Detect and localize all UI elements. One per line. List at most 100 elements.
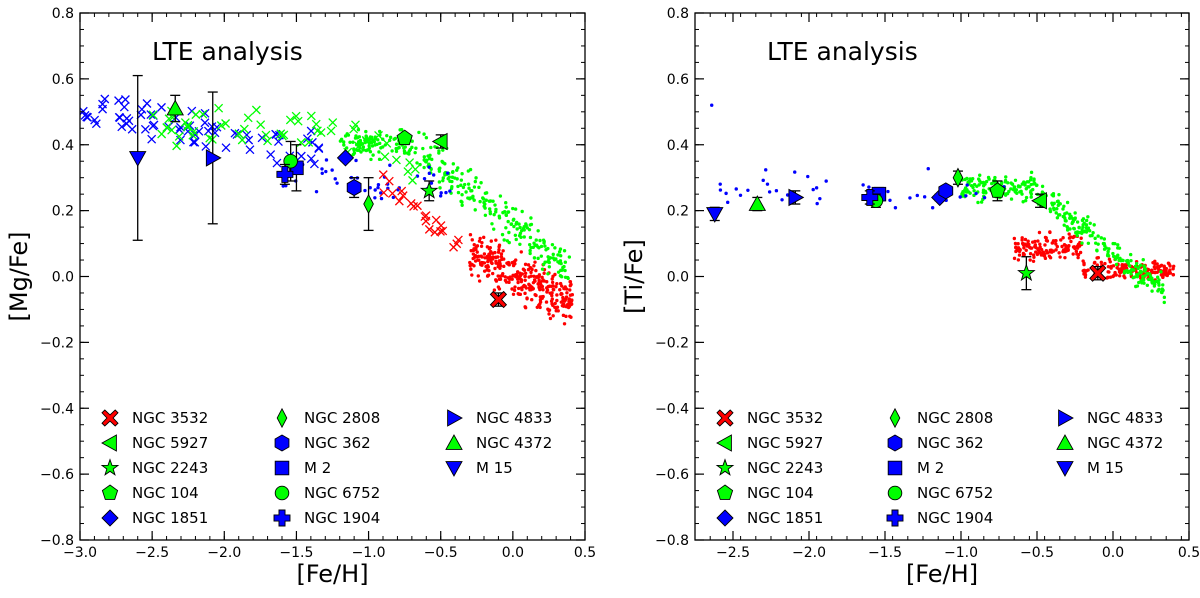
field-star-dot [498,262,502,266]
field-star-dot [368,149,373,154]
cluster-point-ngc-362 [346,179,362,197]
field-star-dot [1073,211,1077,215]
field-star-dot [391,195,396,200]
field-star-dot [377,157,382,162]
field-star-dot [1157,287,1161,292]
field-star-dot [567,255,572,259]
field-star-dot [422,155,427,159]
field-star-dot [1127,264,1132,268]
field-star-dot [1029,246,1034,250]
field-star-dot [1082,262,1086,267]
field-star-dot [563,260,568,264]
field-star-dot [1171,264,1176,269]
cluster-point-ngc-4833 [205,149,222,167]
field-star-dot [507,230,511,235]
cross-marker [362,136,371,146]
field-star-dot [568,280,572,284]
field-star-dot [1029,195,1033,199]
field-star-dot [540,284,545,289]
field-star-dot [1108,260,1112,264]
field-star-dot [515,227,519,231]
field-star-dot [1160,287,1164,291]
field-star-dot [815,201,819,206]
field-star-dot [545,280,549,284]
field-star-dot [476,258,480,262]
field-star-dot [348,140,352,144]
x-tick-label: −2.5 [716,545,750,561]
cross-marker [384,176,394,186]
halo-star-crosses [80,94,463,252]
y-tick-label: 0.2 [667,204,689,220]
field-star-dot [483,213,488,217]
legend-label: NGC 5927 [747,434,823,452]
cross-marker [374,130,384,140]
cross-marker [124,116,134,126]
legend-entry: NGC 1851 [101,509,208,527]
field-star-dot [344,146,349,150]
field-star-dot [484,191,489,195]
field-stars [80,94,575,326]
field-star-dot [1060,244,1064,249]
y-tick-label: 0.2 [52,204,74,220]
field-star-dot [1064,249,1069,253]
field-star-dot [460,172,464,176]
field-star-dot [1043,243,1047,247]
field-star-dot [541,288,545,292]
field-star-dot [550,280,555,285]
legend-marker [889,407,901,429]
field-star-dot [516,277,520,281]
y-tick-label: 0.0 [667,270,689,286]
field-star-dot [979,200,984,204]
field-star-dot [542,271,546,275]
legend-label: NGC 4372 [476,434,552,452]
field-star-dot [481,197,486,201]
field-star-dot [1065,224,1069,229]
field-star-dot [1029,170,1034,175]
field-star-dot [1055,244,1059,249]
cross-marker [190,137,200,147]
field-star-dot [523,262,528,267]
field-star-dot [1058,213,1062,217]
legend-entry: NGC 4372 [1056,434,1163,452]
field-star-dot [926,166,930,171]
field-star-dot [551,314,555,318]
cross-marker [349,124,359,134]
field-star-dot [559,292,563,296]
field-star-dot [1157,278,1161,282]
legend-label: NGC 1904 [917,509,993,527]
legend-label: M 2 [304,459,331,477]
field-star-dot [1082,221,1086,225]
y-tick-label: −0.4 [40,401,74,417]
field-star-dot [511,263,516,268]
legend-entry: M 2 [887,459,944,477]
field-star-dot [510,287,514,291]
field-star-dot [1039,247,1044,252]
field-star-dot [1148,274,1153,279]
field-star-dot [376,183,381,187]
field-star-dot [439,191,443,195]
field-star-dot [761,178,765,183]
y-tick-label: −0.2 [40,335,74,351]
field-star-dot [460,193,464,197]
field-star-dot [1033,243,1038,247]
legend-entry: NGC 6752 [887,484,993,502]
field-star-dot [477,185,481,190]
cross-marker [394,196,404,206]
field-star-dot [445,171,450,175]
field-star-dot [451,162,456,166]
field-star-dot [468,233,473,237]
legend-marker [101,434,117,452]
y-tick-label: 0.4 [667,138,689,154]
field-star-dot [529,274,533,278]
field-star-dot [470,238,474,242]
legend-marker [101,409,119,427]
field-star-dot [1106,275,1110,280]
field-star-dot [554,284,558,289]
field-star-dot [1145,283,1150,288]
field-star-dot [496,285,501,289]
field-star-dot [724,191,728,196]
field-star-dot [1031,259,1036,263]
field-star-dot [1081,217,1086,221]
field-star-dot [546,307,550,311]
cross-marker [326,126,336,136]
